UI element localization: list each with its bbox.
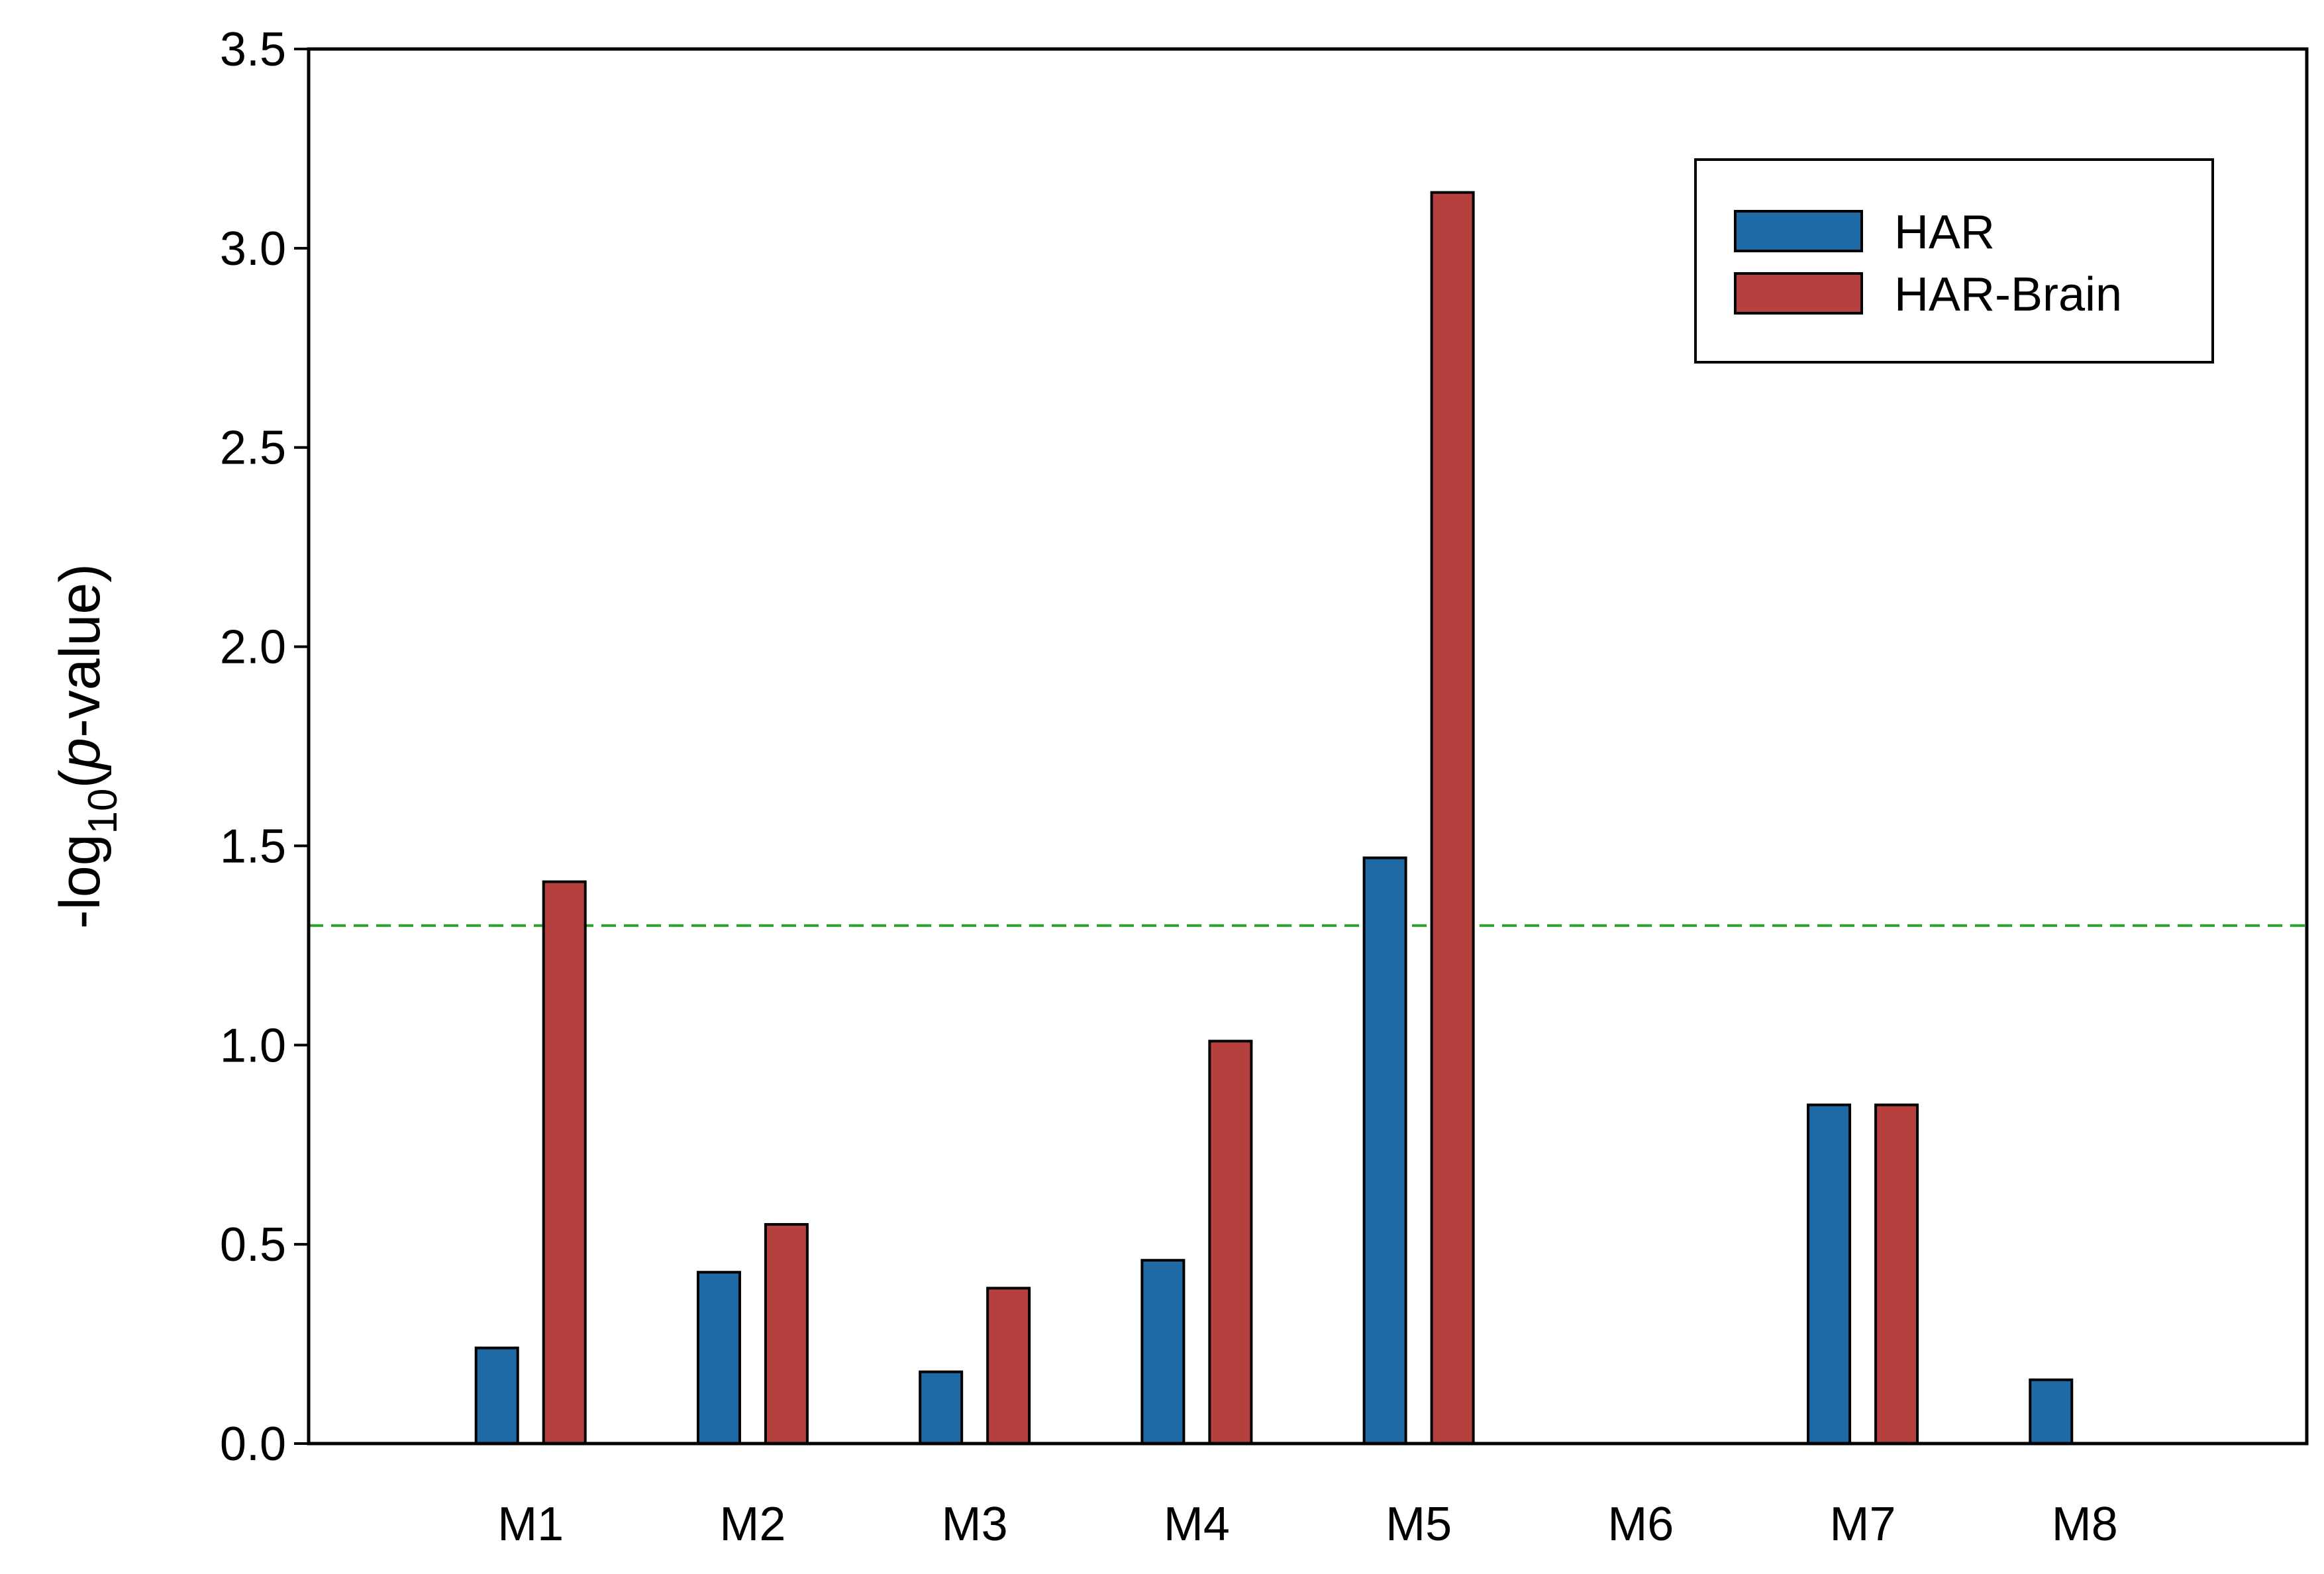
y-tick-label: 1.5 (220, 820, 286, 873)
bar (1208, 1040, 1253, 1445)
x-tick-label: M4 (1164, 1498, 1230, 1551)
y-tick-label: 0.5 (220, 1218, 286, 1271)
y-tick-label: 1.0 (220, 1019, 286, 1072)
y-tick-label: 3.5 (220, 23, 286, 76)
y-axis-label-part: -value) (48, 564, 112, 738)
y-axis-label-part: p (48, 738, 112, 771)
legend-box (1694, 158, 2214, 364)
x-tick-label: M6 (1607, 1498, 1674, 1551)
plot-frame (307, 47, 2309, 1446)
bar (696, 1271, 741, 1445)
y-tick-label: 3.0 (220, 222, 286, 275)
y-tick-label: 2.5 (220, 422, 286, 475)
x-tick-label: M2 (719, 1498, 785, 1551)
bar (1362, 856, 1407, 1445)
x-tick-label: M8 (2052, 1498, 2118, 1551)
bar (986, 1287, 1031, 1445)
bar (474, 1346, 519, 1446)
bar (1430, 191, 1475, 1445)
bar (2029, 1378, 2074, 1446)
bar (1140, 1259, 1186, 1445)
legend-swatch (1734, 272, 1863, 315)
bar (919, 1370, 964, 1445)
x-tick-label: M1 (497, 1498, 564, 1551)
legend-label: HAR (1894, 206, 1995, 259)
y-tick-label: 2.0 (220, 621, 286, 674)
y-tick-label: 0.0 (220, 1418, 286, 1471)
bar (542, 880, 587, 1445)
legend-swatch (1734, 210, 1863, 252)
x-tick-label: M7 (1830, 1498, 1896, 1551)
y-axis-label-part: -log (48, 834, 112, 928)
x-tick-label: M3 (942, 1498, 1008, 1551)
bar (1874, 1103, 1919, 1445)
y-axis-label: -log10(p-value) (48, 564, 126, 929)
bar (764, 1223, 809, 1445)
legend-label: HAR-Brain (1894, 268, 2122, 321)
y-axis-label-part: 10 (80, 788, 126, 834)
y-axis-label-part: ( (48, 769, 112, 788)
bar (1807, 1103, 1852, 1445)
x-tick-label: M5 (1386, 1498, 1452, 1551)
